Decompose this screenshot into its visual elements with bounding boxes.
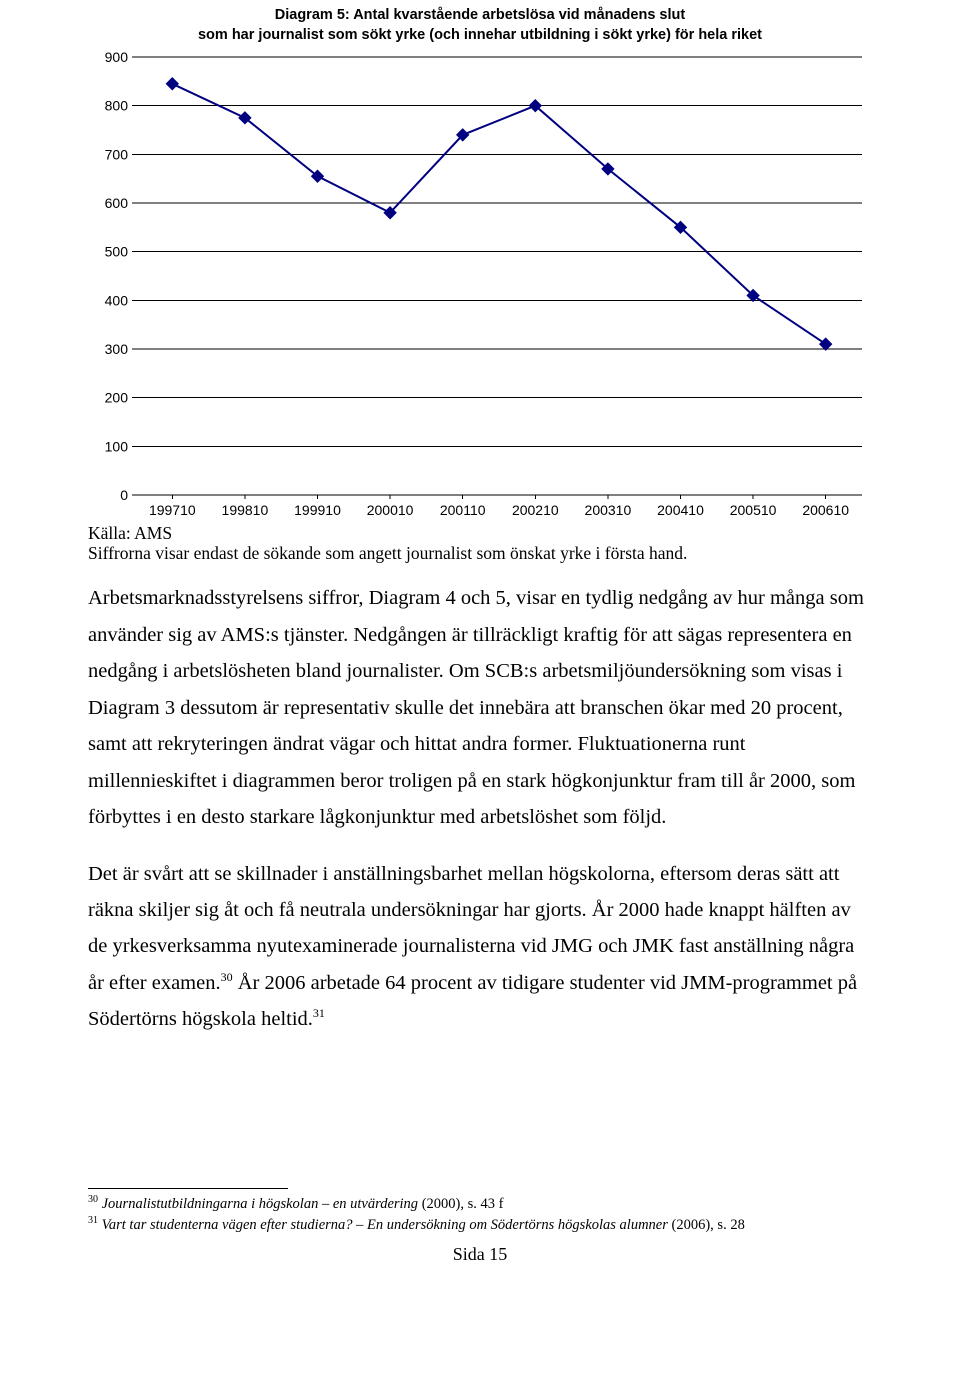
chart-note: Siffrorna visar endast de sökande som an… — [88, 545, 872, 563]
body-text: Arbetsmarknadsstyrelsens siffror, Diagra… — [88, 580, 872, 1038]
paragraph-2: Det är svårt att se skillnader i anställ… — [88, 856, 872, 1038]
svg-text:500: 500 — [105, 244, 129, 260]
svg-text:200610: 200610 — [802, 502, 849, 518]
paragraph-1-text: Arbetsmarknadsstyrelsens siffror, Diagra… — [88, 587, 864, 828]
footnote-31-number: 31 — [88, 1215, 98, 1226]
footnote-ref-30: 30 — [221, 970, 233, 984]
svg-text:200110: 200110 — [440, 502, 486, 518]
chart-title-line2: som har journalist som sökt yrke (och in… — [198, 27, 762, 43]
svg-text:900: 900 — [105, 51, 129, 65]
svg-text:200310: 200310 — [585, 502, 632, 518]
footnote-30-number: 30 — [88, 1194, 98, 1205]
chart-title: Diagram 5: Antal kvarstående arbetslösa … — [88, 6, 872, 45]
footnote-30-title: Journalistutbildningarna i högskolan – e… — [102, 1196, 418, 1212]
chart-source: Källa: AMS — [88, 525, 872, 543]
svg-text:100: 100 — [105, 438, 129, 454]
footnote-31-rest: (2006), s. 28 — [668, 1216, 745, 1232]
svg-text:0: 0 — [120, 487, 128, 503]
svg-text:199710: 199710 — [149, 502, 196, 518]
footnote-30-rest: (2000), s. 43 f — [418, 1196, 503, 1212]
svg-text:200210: 200210 — [512, 502, 559, 518]
chart-canvas: 0 100 200 300 400 500 600 700 800 900 199710 199810… — [88, 51, 872, 521]
line-chart-svg: 0 100 200 300 400 500 600 700 800 900 199710 199810… — [88, 51, 872, 521]
svg-text:199810: 199810 — [222, 502, 269, 518]
svg-text:400: 400 — [105, 292, 129, 308]
svg-text:700: 700 — [105, 146, 129, 162]
svg-text:200510: 200510 — [730, 502, 777, 518]
paragraph-1: Arbetsmarknadsstyrelsens siffror, Diagra… — [88, 580, 872, 835]
svg-text:199910: 199910 — [294, 502, 341, 518]
svg-text:200410: 200410 — [657, 502, 704, 518]
svg-text:600: 600 — [105, 195, 129, 211]
footnote-30: 30 Journalistutbildningarna i högskolan … — [88, 1193, 872, 1214]
svg-text:200010: 200010 — [367, 502, 414, 518]
footnote-31-title: Vart tar studenterna vägen efter studier… — [102, 1216, 668, 1232]
svg-text:200: 200 — [105, 390, 129, 406]
svg-text:300: 300 — [105, 341, 129, 357]
footnote-separator — [88, 1188, 288, 1189]
page-number: Sida 15 — [88, 1244, 872, 1265]
page: Diagram 5: Antal kvarstående arbetslösa … — [0, 0, 960, 1265]
footnote-ref-31: 31 — [313, 1007, 325, 1021]
chart-title-line1: Diagram 5: Antal kvarstående arbetslösa … — [275, 7, 685, 23]
footnotes: 30 Journalistutbildningarna i högskolan … — [88, 1193, 872, 1234]
footnote-31: 31 Vart tar studenterna vägen efter stud… — [88, 1214, 872, 1235]
svg-text:800: 800 — [105, 98, 129, 114]
